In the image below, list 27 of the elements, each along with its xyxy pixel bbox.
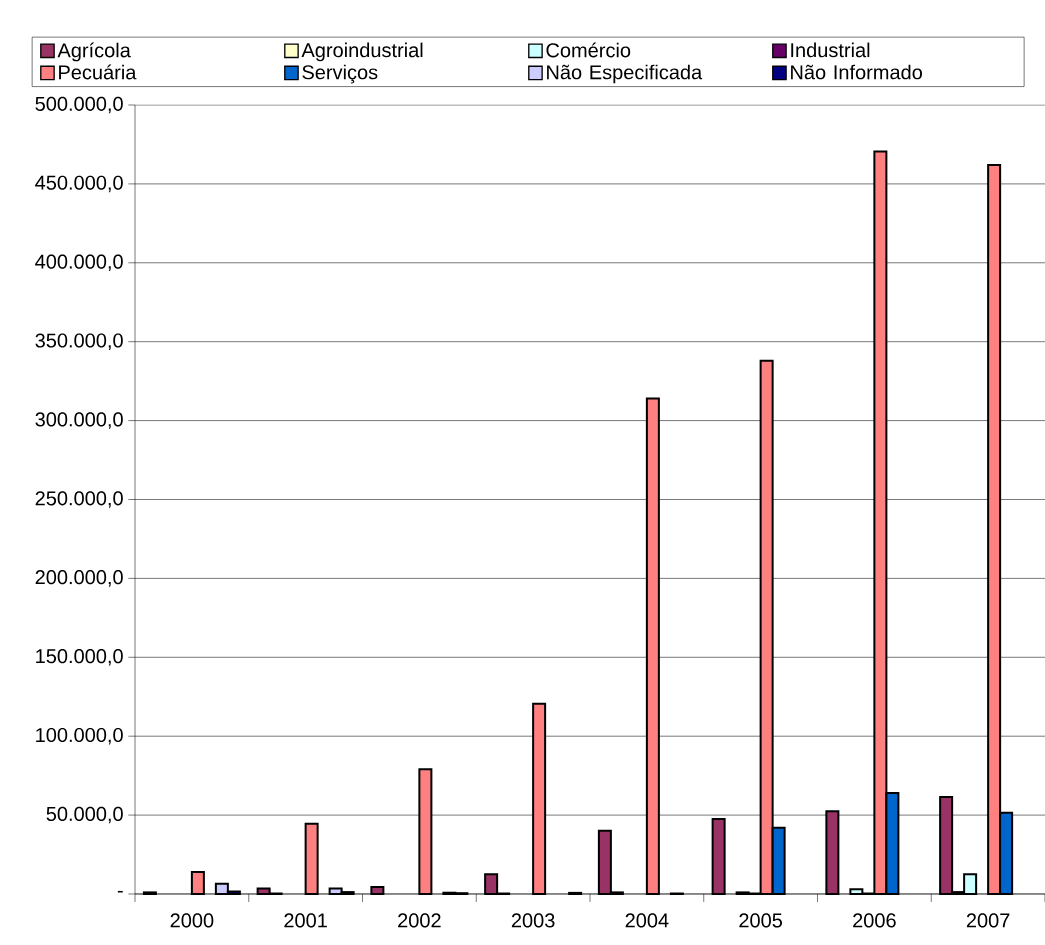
y-tick-label: 350.000,0 xyxy=(35,333,123,350)
x-tick-label: 2007 xyxy=(966,913,1010,928)
legend-label: Industrial xyxy=(791,42,870,58)
y-tick-label: 300.000,0 xyxy=(35,412,123,429)
legend-label: Agrícola xyxy=(57,42,131,62)
x-tick-label: 2005 xyxy=(739,913,783,928)
x-tick-label: 2001 xyxy=(284,913,327,928)
legend-label: Serviços xyxy=(302,64,378,84)
x-tick-label: 2002 xyxy=(398,913,441,928)
legend-label: Comércio xyxy=(546,42,631,58)
y-tick-label: 450.000,0 xyxy=(35,175,123,193)
y-tick-label: 100.000,0 xyxy=(36,727,123,745)
legend-label: Não Especificada xyxy=(547,64,703,84)
y-tick-label: 400.000,0 xyxy=(35,254,123,272)
x-tick-label: 2006 xyxy=(853,913,896,928)
y-tick-label: 250.000,0 xyxy=(35,491,123,508)
legend-label: Não Informado xyxy=(791,64,922,80)
y-tick-label: 50.000,0 xyxy=(46,806,123,824)
y-tick-label: - xyxy=(117,890,123,893)
y-tick-label: 150.000,0 xyxy=(36,649,123,666)
legend-label: Pecuária xyxy=(59,64,137,80)
x-tick-label: 2004 xyxy=(625,913,669,928)
x-tick-label: 2000 xyxy=(170,913,214,928)
legend-label: Agroindustrial xyxy=(301,42,423,62)
y-tick-label: 200.000,0 xyxy=(35,570,123,587)
y-tick-label: 500.000,0 xyxy=(35,96,123,114)
x-tick-label: 2003 xyxy=(511,913,555,928)
